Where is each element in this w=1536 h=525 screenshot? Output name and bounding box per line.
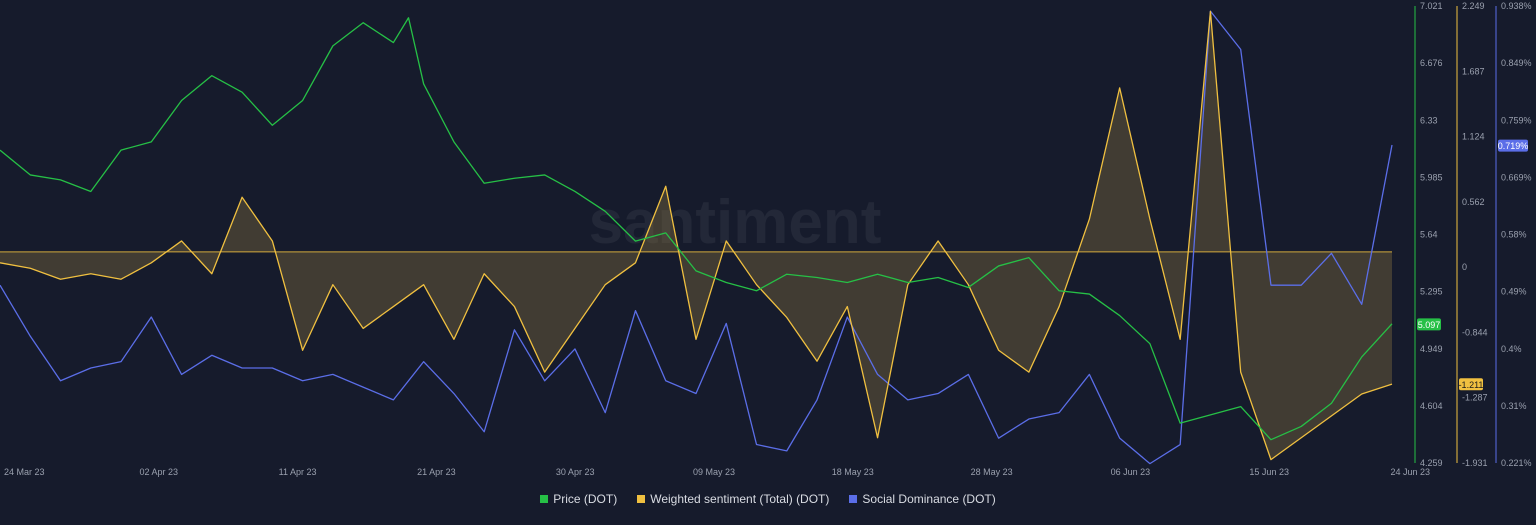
price-tick-label: 5.295 [1420,287,1443,297]
dominance-tick-label: 0.58% [1501,230,1527,240]
price-current-badge [1417,318,1441,331]
dominance-tick-label: 0.938% [1501,1,1532,11]
legend: Price (DOT) Weighted sentiment (Total) (… [0,492,1536,506]
price-current-label: 5.097 [1418,320,1441,330]
sentiment-tick-label: -1.931 [1462,458,1488,468]
sentiment-tick-label: 0.562 [1462,197,1485,207]
dominance-tick-label: 0.49% [1501,287,1527,297]
price-tick-label: 6.676 [1420,58,1443,68]
price-tick-label: 5.64 [1420,230,1438,240]
dominance-tick-label: 0.849% [1501,58,1532,68]
price-tick-label: 5.985 [1420,172,1443,182]
x-tick-label: 15 Jun 23 [1249,467,1289,477]
x-tick-label: 24 Mar 23 [4,467,45,477]
x-tick-label: 24 Jun 23 [1390,467,1430,477]
sentiment-tick-label: 2.249 [1462,1,1485,11]
x-tick-label: 11 Apr 23 [279,467,317,477]
series-lines [0,10,1393,465]
sentiment-area-fill [0,11,1392,460]
price-tick-label: 4.604 [1420,401,1443,411]
dominance-tick-label: 0.4% [1501,344,1522,354]
price-tick-label: 4.949 [1420,344,1443,354]
current-value-badges: 5.097 -1.211 0.719% [1417,139,1529,391]
sentiment-tick-label: 1.687 [1462,66,1485,76]
sentiment-tick-label: -1.287 [1462,393,1488,403]
x-tick-label: 06 Jun 23 [1111,467,1151,477]
dominance-tick-label: 0.759% [1501,115,1532,125]
price-tick-label: 6.33 [1420,115,1438,125]
sentiment-tick-label: -0.844 [1462,327,1488,337]
sentiment-tick-label: 0 [1462,262,1467,272]
sentiment-area [0,11,1392,460]
legend-swatch-dominance [849,495,858,503]
legend-item-dominance[interactable]: Social Dominance (DOT) [849,492,996,506]
sentiment-tick-label: 1.124 [1462,132,1485,142]
dominance-current-badge [1498,139,1528,152]
price-line [0,17,1393,441]
dominance-current-label: 0.719% [1498,141,1529,151]
price-tick-label: 4.259 [1420,458,1443,468]
x-axis-ticks: 24 Mar 23 02 Apr 23 11 Apr 23 21 Apr 23 30 A… [4,467,1430,477]
dominance-line [0,10,1393,465]
x-tick-label: 09 May 23 [693,467,735,477]
sentiment-current-badge [1459,378,1483,391]
legend-item-price[interactable]: Price (DOT) [540,492,617,506]
legend-label-dominance: Social Dominance (DOT) [862,492,996,506]
dominance-tick-label: 0.669% [1501,172,1532,182]
dominance-tick-label: 0.221% [1501,458,1532,468]
legend-label-sentiment: Weighted sentiment (Total) (DOT) [650,492,830,506]
x-tick-label: 21 Apr 23 [417,467,456,477]
legend-item-sentiment[interactable]: Weighted sentiment (Total) (DOT) [637,492,829,506]
sentiment-current-label: -1.211 [1459,380,1484,390]
axes: 7.021 6.676 6.33 5.985 5.64 5.295 4.949 4.604 4.… [1414,1,1532,468]
legend-swatch-price [540,495,549,503]
x-tick-label: 18 May 23 [832,467,874,477]
dominance-tick-label: 0.31% [1501,401,1527,411]
sentiment-line [0,10,1393,461]
legend-label-price: Price (DOT) [553,492,618,506]
watermark: santiment [589,188,882,257]
x-tick-label: 30 Apr 23 [556,467,595,477]
x-tick-label: 02 Apr 23 [140,467,179,477]
price-tick-label: 7.021 [1420,1,1443,11]
x-tick-label: 28 May 23 [971,467,1013,477]
legend-swatch-sentiment [637,495,646,503]
